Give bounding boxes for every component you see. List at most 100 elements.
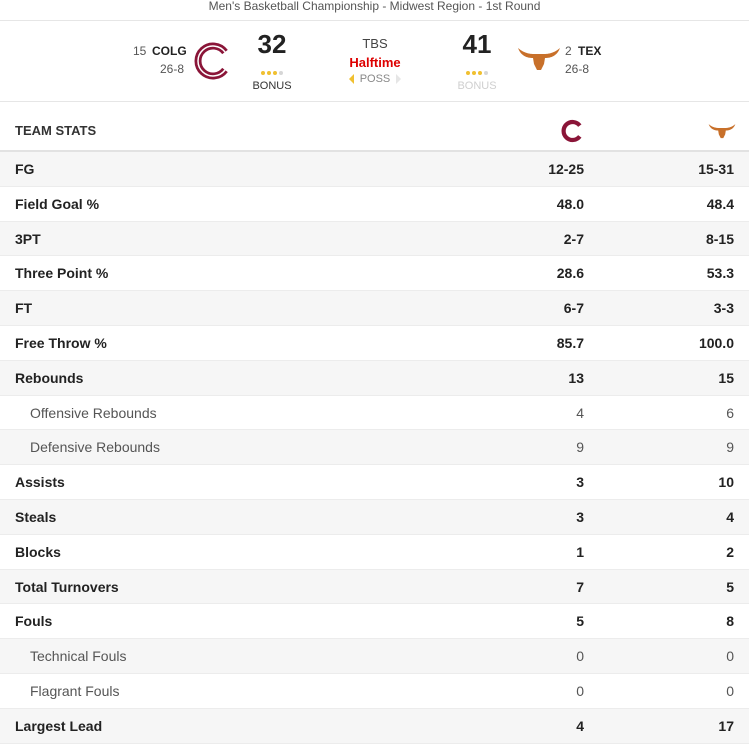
colgate-c-logo-icon [560,119,584,148]
stat-label: Fouls [15,613,53,630]
stat-value-team-b: 53.3 [706,265,734,282]
tv-network: TBS [362,36,388,51]
stat-value-team-b: 15 [718,369,734,386]
stat-label: Offensive Rebounds [30,404,157,421]
stat-value-team-a: 4 [576,717,584,734]
stat-label: FT [15,300,33,317]
stat-row: Flagrant Fouls 0 0 [0,674,749,709]
stat-value-team-a: 1 [576,543,584,560]
stat-value-team-a: 13 [568,369,584,386]
stat-label: Technical Fouls [30,648,127,665]
stat-label: Largest Lead [15,717,103,734]
stat-row: Total Turnovers 7 5 [0,569,749,605]
stat-label: Total Turnovers [15,578,119,595]
stat-label: Flagrant Fouls [30,682,120,699]
stat-value-team-a: 2-7 [563,230,584,247]
stat-label: Steals [15,508,57,525]
possession-right-arrow-icon [396,74,402,85]
stat-row: FT 6-7 3-3 [0,291,749,326]
stat-value-team-a: 28.6 [556,265,584,282]
stat-label: Free Throw % [15,334,107,351]
team-b-bonus-label: BONUS [457,80,497,92]
stat-row: Assists 3 10 [0,465,749,500]
team-a-record: 26-8 [160,62,185,76]
stat-value-team-b: 15-31 [698,161,734,177]
team-a-score: 32 [257,29,287,59]
stat-row: Field Goal % 48.0 48.4 [0,187,749,222]
bonus-dot [273,71,277,75]
bonus-dot [484,71,488,75]
team-stats-table: TEAM STATS FG 12-25 15-31 Field Goal % 48.0 4… [0,104,749,744]
stat-value-team-b: 9 [726,439,734,456]
team-a-abbr[interactable]: COLG [152,44,187,58]
stat-label: Field Goal % [15,195,100,212]
team-a-bonus-dots [242,67,302,75]
stat-value-team-a: 9 [576,439,584,456]
team-b-abbr[interactable]: TEX [578,44,602,58]
stat-value-team-a: 12-25 [548,161,584,177]
stat-label: FG [15,161,35,177]
stat-value-team-a: 6-7 [563,300,584,317]
stat-value-team-a: 5 [576,613,584,630]
event-caption: Men's Basketball Championship - Midwest … [0,0,749,20]
stat-value-team-a: 0 [576,682,584,699]
stat-value-team-b: 10 [718,474,734,491]
stat-label: Defensive Rebounds [30,439,160,456]
team-b-bonus-dots [447,67,507,75]
stat-value-team-b: 17 [718,717,734,734]
stat-value-team-a: 7 [576,578,584,595]
stat-label: 3PT [15,230,41,247]
longhorn-logo-icon[interactable] [517,45,561,76]
team-b-seed: 2 [565,44,572,58]
possession-left-arrow-icon [348,74,354,85]
stat-value-team-b: 8-15 [705,230,734,247]
team-stats-rows: FG 12-25 15-31 Field Goal % 48.0 48.4 3PT 2-7 8-… [0,152,749,744]
stat-row: Three Point % 28.6 53.3 [0,256,749,292]
stat-label: Assists [15,474,65,491]
team-a-bonus-label: BONUS [252,80,292,92]
bonus-dot [472,71,476,75]
stat-row: Rebounds 13 15 [0,360,749,396]
team-b-record: 26-8 [565,62,590,76]
colgate-c-logo-icon[interactable] [192,41,232,86]
bonus-dot [279,71,283,75]
stat-row: 3PT 2-7 8-15 [0,221,749,257]
stat-value-team-a: 85.7 [556,334,584,351]
team-stats-title: TEAM STATS [15,123,97,138]
bonus-dot [466,71,470,75]
team-b-score: 41 [462,29,492,59]
stat-row: Blocks 1 2 [0,535,749,570]
stat-value-team-b: 5 [726,578,734,595]
scoreboard: 15 COLG 26-8 32 BONUS TBS Halftime POSS … [0,20,749,102]
stat-value-team-b: 4 [726,508,734,525]
stat-label: Blocks [15,543,61,560]
stat-row: Largest Lead 4 17 [0,708,749,744]
stat-label: Rebounds [15,369,84,386]
stat-value-team-a: 4 [576,404,584,421]
stat-value-team-b: 0 [726,648,734,665]
stat-value-team-b: 0 [726,682,734,699]
stat-label: Three Point % [15,265,109,282]
team-stats-header: TEAM STATS [0,104,749,152]
possession-indicator: POSS [335,73,415,85]
stat-row: Fouls 5 8 [0,604,749,640]
stat-value-team-b: 100.0 [698,334,734,351]
stat-value-team-a: 0 [576,648,584,665]
possession-label: POSS [359,73,391,85]
bonus-dot [261,71,265,75]
stat-row: Offensive Rebounds 4 6 [0,396,749,431]
stat-value-team-b: 8 [726,613,734,630]
stat-row: Technical Fouls 0 0 [0,639,749,674]
game-period: Halftime [349,55,401,70]
stat-row: Free Throw % 85.7 100.0 [0,326,749,361]
stat-row: Defensive Rebounds 9 9 [0,430,749,466]
stat-value-team-a: 3 [576,474,584,491]
team-a-seed: 15 [133,44,147,58]
stat-value-team-b: 48.4 [706,195,734,212]
stat-value-team-a: 48.0 [556,195,584,212]
longhorn-logo-icon [708,122,736,144]
stat-value-team-b: 3-3 [713,300,734,317]
bonus-dot [267,71,271,75]
bonus-dot [478,71,482,75]
stat-value-team-b: 2 [726,543,734,560]
